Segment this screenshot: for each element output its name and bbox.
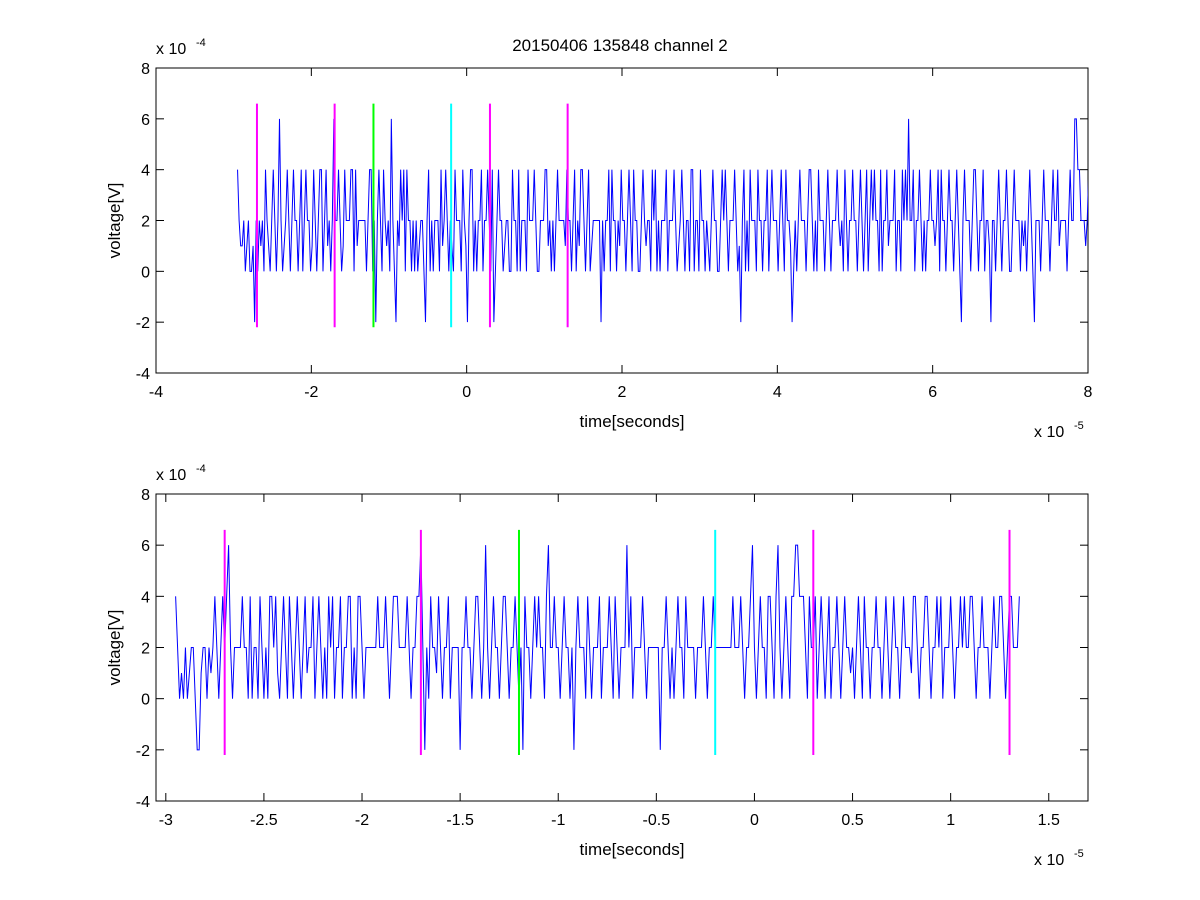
y-tick-label: 2 bbox=[141, 641, 150, 658]
y-tick-label: 8 bbox=[141, 61, 150, 78]
x-tick-label: -3 bbox=[159, 812, 173, 829]
x-tick-label: 2 bbox=[618, 384, 627, 401]
x-exponent-label: x 10 bbox=[1034, 852, 1064, 869]
y-tick-label: -4 bbox=[136, 366, 150, 383]
y-tick-label: 0 bbox=[141, 264, 150, 281]
y-exponent-power: -4 bbox=[196, 37, 206, 49]
x-tick-label: 1 bbox=[946, 812, 955, 829]
x-tick-label: -2 bbox=[304, 384, 318, 401]
x-tick-label: 6 bbox=[928, 384, 937, 401]
y-tick-label: -4 bbox=[136, 794, 150, 811]
x-tick-label: -2 bbox=[355, 812, 369, 829]
y-exponent-label: x 10 bbox=[156, 467, 186, 484]
x-tick-label: -4 bbox=[149, 384, 163, 401]
bottom-plot: -3 -2.5 -2 -1.5 -1 -0.5 0 0.5 1 1.5 -4 -2 0 2 4 6 8 time[… bbox=[105, 463, 1089, 869]
y-tick-label: 4 bbox=[141, 163, 150, 180]
x-tick-label: -0.5 bbox=[643, 812, 671, 829]
x-tick-label: -1.5 bbox=[446, 812, 474, 829]
x-tick-label: 0.5 bbox=[841, 812, 863, 829]
y-tick-label: -2 bbox=[136, 743, 150, 760]
voltage-series-line bbox=[175, 544, 1020, 751]
y-tick-label: 6 bbox=[141, 538, 150, 555]
y-tick-label: 6 bbox=[141, 112, 150, 129]
y-exponent-label: x 10 bbox=[156, 41, 186, 58]
x-tick-label: -2.5 bbox=[250, 812, 278, 829]
y-tick-label: 4 bbox=[141, 589, 150, 606]
x-exponent-power: -5 bbox=[1074, 848, 1084, 860]
top-plot: -4 -2 0 2 4 6 8 -4 -2 0 2 4 6 8 time[seconds] voltage[V… bbox=[105, 37, 1093, 441]
x-exponent-power: -5 bbox=[1074, 420, 1084, 432]
x-tick-label: 8 bbox=[1084, 384, 1093, 401]
x-tick-label: 4 bbox=[773, 384, 782, 401]
x-tick-label: -1 bbox=[551, 812, 565, 829]
x-exponent-label: x 10 bbox=[1034, 424, 1064, 441]
x-axis-label: time[seconds] bbox=[580, 412, 685, 431]
y-tick-label: 2 bbox=[141, 214, 150, 231]
voltage-series-line bbox=[237, 118, 1088, 323]
y-axis-label: voltage[V] bbox=[105, 610, 124, 686]
y-axis-label: voltage[V] bbox=[105, 183, 124, 259]
x-tick-label: 1.5 bbox=[1038, 812, 1060, 829]
x-tick-label: 0 bbox=[462, 384, 471, 401]
figure-title: 20150406 135848 channel 2 bbox=[512, 36, 728, 55]
y-tick-label: -2 bbox=[136, 315, 150, 332]
x-axis-label: time[seconds] bbox=[580, 840, 685, 859]
y-exponent-power: -4 bbox=[196, 463, 206, 475]
x-tick-label: 0 bbox=[750, 812, 759, 829]
y-tick-label: 0 bbox=[141, 692, 150, 709]
y-tick-label: 8 bbox=[141, 487, 150, 504]
